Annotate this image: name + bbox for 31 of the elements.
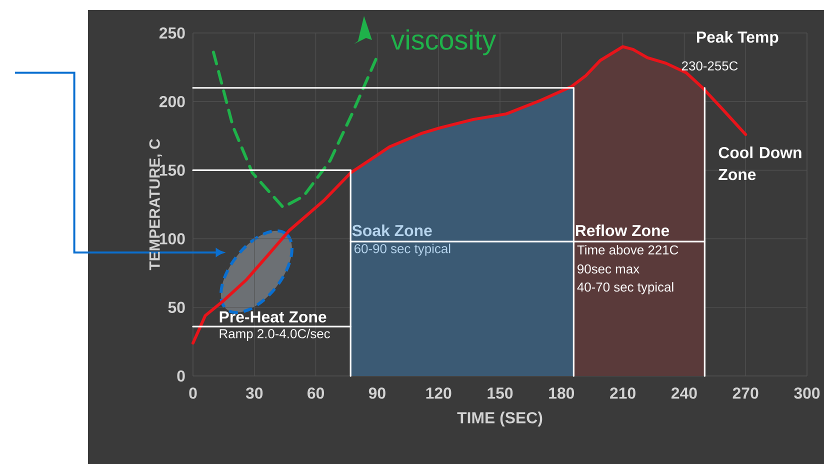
x-tick-label: 30	[246, 388, 263, 399]
y-tick-label: 50	[168, 302, 185, 314]
annotation: 60-90 sec typical	[354, 244, 450, 256]
annotation: 230-255C	[682, 61, 738, 70]
x-tick-label: 120	[426, 388, 452, 399]
y-axis-title: TEMPERATURE, C	[149, 139, 162, 270]
x-axis-title: TIME (SEC)	[457, 412, 542, 427]
annotation: Time above 221C	[577, 245, 678, 255]
annotation: Peak Temp	[696, 31, 778, 46]
annotation: Cool Down Zone	[718, 146, 802, 180]
x-tick-label: 90	[368, 388, 386, 399]
x-tick-label: 240	[671, 388, 697, 399]
y-tick-label: 250	[159, 27, 185, 39]
y-tick-label: 100	[160, 233, 185, 244]
x-tick-label: 300	[794, 388, 820, 399]
x-tick-label: 0	[189, 388, 197, 399]
band-label: Reflow Zone	[576, 224, 670, 236]
y-tick-label: 0	[177, 370, 185, 382]
y-tick-label: 200	[159, 96, 185, 108]
band-label: Soak Zone	[352, 224, 432, 236]
x-tick-label: 60	[308, 388, 324, 399]
annotation: 90sec max	[578, 264, 640, 274]
x-tick-label: 270	[732, 388, 758, 399]
annotation: Pre-Heat Zone	[220, 311, 326, 323]
x-tick-label: 210	[610, 388, 636, 399]
annotation: 40-70 sec typical	[577, 282, 674, 294]
annotation: Ramp 2.0-4.0C/sec	[220, 328, 330, 341]
y-tick-label: 150	[160, 164, 185, 176]
x-tick-label: 150	[488, 388, 513, 399]
legend-label: viscosity	[390, 29, 496, 56]
x-tick-label: 180	[549, 388, 574, 399]
